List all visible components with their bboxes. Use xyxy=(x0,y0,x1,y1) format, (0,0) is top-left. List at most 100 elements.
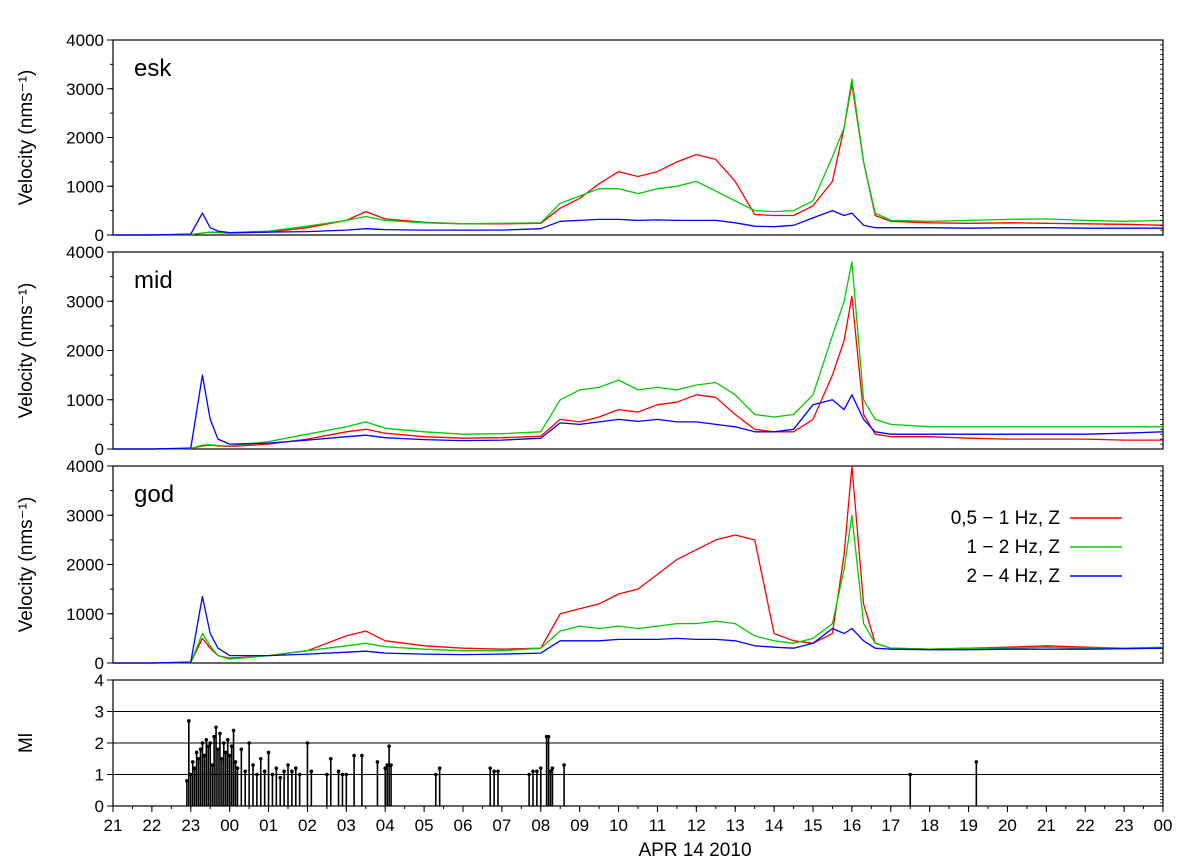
event-marker xyxy=(492,769,496,774)
y-tick-label: 1000 xyxy=(66,177,104,196)
event-marker xyxy=(293,766,298,770)
x-tick-label: 19 xyxy=(959,816,978,835)
event-marker xyxy=(270,772,275,777)
x-axis-label: APR 14 2010 xyxy=(638,840,751,861)
panel-mid: 0 1000 2000 3000 4000 Velocity (nms⁻¹) mid xyxy=(16,243,1164,459)
y-axis-label: Velocity (nms⁻¹) xyxy=(16,70,37,206)
event-marker xyxy=(562,763,566,767)
event-marker xyxy=(202,753,207,758)
panel-label: god xyxy=(134,481,174,508)
event-marker xyxy=(387,744,391,748)
y-tick-label: 0 xyxy=(95,226,104,245)
event-marker xyxy=(433,772,438,777)
legend-label: 2 − 4 Hz, Z xyxy=(967,566,1061,587)
x-tick-label: 02 xyxy=(298,816,317,835)
panel-label: esk xyxy=(134,55,172,82)
event-marker xyxy=(336,769,341,774)
y-tick-label: 4000 xyxy=(66,457,104,476)
event-marker xyxy=(325,772,329,777)
event-marker xyxy=(297,772,302,777)
x-tick-label: 10 xyxy=(609,816,628,835)
event-marker xyxy=(974,760,979,764)
panel-label: mid xyxy=(134,267,173,294)
event-marker xyxy=(309,769,314,774)
event-marker xyxy=(496,769,500,774)
event-marker xyxy=(548,769,553,774)
y-tick-label: 2 xyxy=(95,734,104,753)
event-marker xyxy=(305,741,310,745)
legend-label: 1 − 2 Hz, Z xyxy=(967,537,1061,558)
x-tick-label: 18 xyxy=(920,816,939,835)
event-marker xyxy=(247,741,251,745)
x-tick-label: 15 xyxy=(804,816,823,835)
event-marker xyxy=(328,756,333,761)
series-line-green xyxy=(113,78,1164,236)
event-marker xyxy=(262,769,267,774)
event-marker xyxy=(266,750,271,755)
event-marker xyxy=(389,763,393,767)
event-marker xyxy=(535,769,539,774)
series-line-red xyxy=(113,83,1164,236)
y-tick-label: 2000 xyxy=(66,129,104,148)
event-marker xyxy=(375,760,380,764)
x-tick-label: 20 xyxy=(998,816,1017,835)
event-marker xyxy=(194,750,199,755)
series-line-red xyxy=(113,465,1163,664)
event-marker xyxy=(206,744,211,748)
event-marker xyxy=(200,741,205,745)
event-marker xyxy=(286,763,290,767)
event-marker xyxy=(383,766,388,770)
event-marker xyxy=(225,738,230,742)
x-tick-label: 12 xyxy=(687,816,706,835)
event-marker xyxy=(187,719,191,723)
event-marker xyxy=(239,747,244,752)
x-tick-label: 04 xyxy=(376,816,395,835)
x-tick-label: 08 xyxy=(531,816,550,835)
event-marker xyxy=(204,738,209,742)
y-tick-label: 3000 xyxy=(66,506,104,525)
x-tick-label: 21 xyxy=(1037,816,1056,835)
y-tick-label: 3000 xyxy=(66,292,104,311)
event-marker xyxy=(290,769,294,774)
y-tick-label: 2000 xyxy=(66,556,104,575)
y-tick-label: 3 xyxy=(95,703,104,722)
event-marker xyxy=(488,766,493,770)
event-marker xyxy=(278,775,283,780)
event-marker xyxy=(188,772,193,777)
series-line-blue xyxy=(113,595,1164,664)
y-tick-label: 0 xyxy=(95,440,104,459)
x-tick-label: 05 xyxy=(415,816,434,835)
x-tick-label: 11 xyxy=(649,816,667,835)
event-marker xyxy=(538,766,543,770)
panel-frame xyxy=(112,465,1164,664)
event-marker xyxy=(344,772,349,777)
x-tick-label: 00 xyxy=(1154,816,1173,835)
event-marker xyxy=(212,734,216,739)
legend: 0,5 − 1 Hz, Z 1 − 2 Hz, Z 2 − 4 Hz, Z xyxy=(951,508,1122,587)
x-tick-label: 21 xyxy=(104,816,123,835)
series-line-green xyxy=(113,261,1163,450)
y-tick-label: 4000 xyxy=(66,243,104,262)
panel-frame xyxy=(112,39,1164,236)
x-tick-label: 23 xyxy=(1115,816,1134,835)
panel-magnitude: 0 1 2 3 4 Ml xyxy=(16,671,1164,816)
y-tick-label: 1000 xyxy=(66,605,104,624)
event-marker xyxy=(437,766,442,770)
event-marker xyxy=(208,741,213,745)
series-line-blue xyxy=(113,209,1163,236)
event-marker xyxy=(550,766,555,770)
panel-frame xyxy=(112,251,1164,450)
event-marker xyxy=(229,744,234,748)
event-marker xyxy=(198,747,203,752)
x-tick-label: 03 xyxy=(337,816,356,835)
x-tick-label: 14 xyxy=(765,816,784,835)
x-tick-label: 13 xyxy=(726,816,745,835)
y-axis-label: Ml xyxy=(16,733,37,753)
event-marker xyxy=(190,760,195,764)
y-tick-label: 2000 xyxy=(66,342,104,361)
event-marker xyxy=(222,741,226,745)
event-marker xyxy=(282,769,286,774)
event-marker xyxy=(196,756,201,761)
y-tick-label: 4 xyxy=(95,671,104,690)
